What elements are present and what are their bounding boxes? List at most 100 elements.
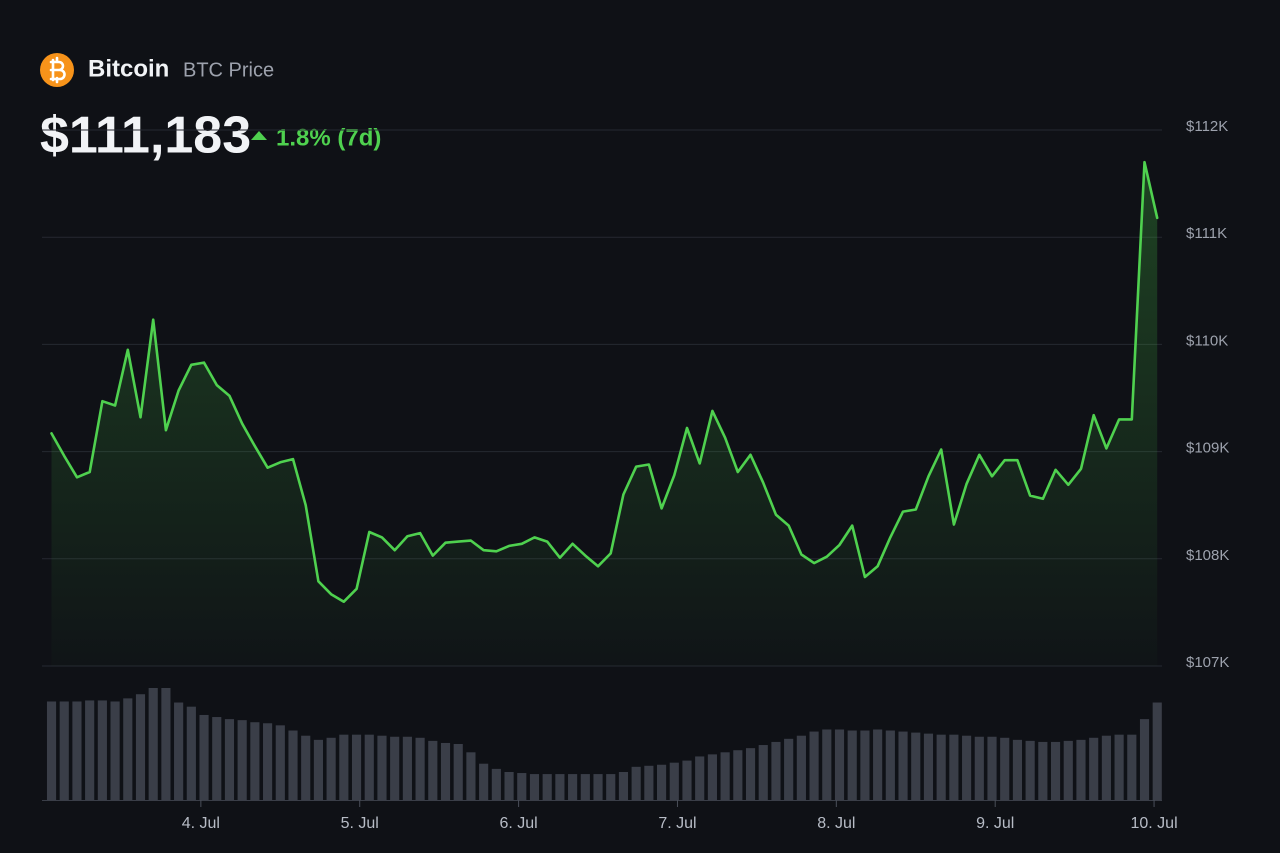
volume-bar [822, 729, 832, 800]
volume-bar [504, 772, 514, 800]
volume-bar [402, 736, 412, 800]
volume-bar [1050, 741, 1061, 800]
volume-bar [911, 732, 921, 800]
volume-bar [351, 734, 362, 800]
x-tick-label: 6. Jul [499, 815, 537, 832]
volume-bar [313, 739, 324, 800]
volume-bar [428, 740, 438, 800]
volume-bar [885, 730, 895, 800]
volume-bar [873, 729, 883, 800]
volume-bar [758, 745, 768, 800]
volume-bar [834, 729, 845, 800]
volume-bar [784, 738, 794, 800]
x-tick-label: 8. Jul [817, 815, 855, 832]
volume-bar [479, 763, 489, 800]
volume-bar [542, 774, 552, 800]
volume-bar [339, 734, 349, 800]
y-tick-label: $108K [1186, 547, 1229, 564]
volume-bar [1114, 734, 1124, 800]
y-tick-label: $107K [1186, 654, 1229, 671]
y-tick-label: $111K [1186, 225, 1227, 242]
volume-bar [250, 722, 260, 800]
volume-bar [110, 701, 120, 800]
volume-bar [415, 737, 425, 800]
volume-bar [390, 736, 400, 800]
volume-bar [733, 750, 743, 800]
volume-bar [745, 748, 756, 800]
y-tick-label: $112K [1186, 118, 1228, 135]
x-tick-label: 9. Jul [976, 815, 1014, 832]
volume-bar [46, 701, 57, 800]
volume-bar [85, 700, 95, 800]
volume-bar [987, 736, 997, 800]
plot-area: $107K $108K $109K $110K $111K $112K 4. Jul 5. J… [42, 118, 1229, 832]
volume-bar [580, 774, 590, 800]
volume-bar [517, 773, 527, 800]
volume-bar [275, 725, 285, 800]
x-tick-label: 4. Jul [182, 815, 220, 832]
volume-bar [606, 774, 616, 800]
x-tick-label: 7. Jul [658, 815, 696, 832]
volume-bar [796, 735, 806, 800]
volume-bar [263, 723, 273, 800]
coin-name: Bitcoin [88, 55, 169, 82]
volume-bar [301, 735, 311, 800]
volume-bar [453, 744, 463, 800]
coin-icon [40, 53, 74, 87]
volume-bar [644, 765, 654, 800]
volume-bar [1127, 734, 1137, 800]
volume-bar [59, 701, 69, 800]
volume-bar [1000, 737, 1010, 800]
volume-bar [656, 764, 667, 800]
volume-bar [809, 731, 819, 800]
volume-bar [161, 688, 171, 800]
volume-bar [224, 719, 235, 800]
volume-bar [72, 701, 82, 800]
volume-bar [466, 752, 476, 800]
volume-bar [618, 772, 629, 800]
volume-bar [1076, 739, 1086, 800]
x-tick-label: 5. Jul [341, 815, 379, 832]
price-line [50, 160, 1159, 603]
volume-bar [1025, 740, 1035, 800]
volume-bar [847, 730, 857, 800]
volume-bar [593, 774, 603, 800]
volume-bar [682, 760, 692, 800]
volume-bar [974, 736, 984, 800]
volume-bar [1139, 719, 1150, 800]
volume-bar [860, 730, 870, 800]
volume-bar [135, 694, 146, 800]
volume-bar [440, 742, 451, 800]
price-area [51, 162, 1158, 666]
volume-bar [174, 702, 184, 800]
volume-bar [237, 720, 247, 800]
volume-bar [1038, 741, 1048, 800]
volume-bar [771, 741, 781, 800]
volume-bar [1012, 739, 1023, 800]
volume-bar [529, 774, 540, 800]
volume-bar [949, 734, 959, 800]
volume-bar [123, 698, 133, 800]
volume-bar [923, 733, 934, 800]
volume-bar [212, 717, 222, 800]
volume-bar [898, 731, 908, 800]
volume-bar [568, 774, 578, 800]
volume-bar [1089, 737, 1099, 800]
current-price: $111,183 [40, 107, 251, 165]
coin-subtitle: BTC Price [183, 59, 274, 81]
volume-bar [97, 700, 107, 800]
volume-bar [199, 714, 209, 800]
volume-bar [1063, 740, 1073, 800]
volume-bar [720, 752, 730, 800]
volume-bar [288, 730, 298, 800]
volume-bar [491, 768, 501, 800]
x-tick-label: 10. Jul [1130, 815, 1177, 832]
volume-bar [962, 735, 972, 800]
volume-bar [377, 735, 387, 800]
volume-bar [631, 766, 641, 800]
volume-bar [326, 737, 336, 800]
volume-bar [186, 706, 196, 800]
volume-bar [936, 734, 946, 800]
volume-bar [1152, 702, 1162, 800]
